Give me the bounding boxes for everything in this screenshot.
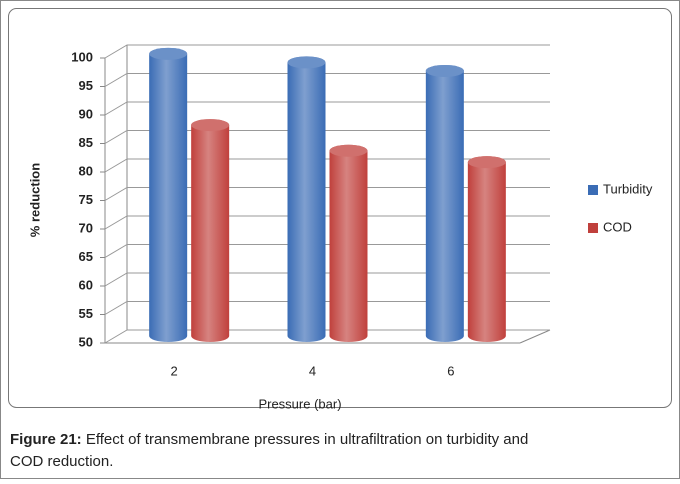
y-tick-label: 95 — [79, 78, 93, 93]
bar — [467, 156, 506, 342]
x-tick-label: 2 — [171, 363, 178, 378]
caption: Figure 21: Effect of transmembrane press… — [10, 431, 528, 448]
caption-text: Effect of transmembrane pressures in ult… — [86, 431, 528, 448]
y-tick-label: 100 — [71, 49, 93, 64]
grid-line — [104, 272, 550, 287]
legend-label: Turbidity — [603, 181, 653, 196]
y-tick-label: 80 — [79, 163, 93, 178]
grid-line — [104, 158, 550, 173]
x-tick-label: 4 — [309, 363, 316, 378]
grid-line — [104, 73, 550, 87]
bar-top — [149, 47, 188, 60]
grid-line — [104, 301, 550, 315]
y-tick-label: 65 — [79, 249, 93, 264]
grid-line — [104, 44, 550, 59]
bar — [149, 47, 188, 342]
y-axis-label: % reduction — [27, 163, 42, 237]
bar — [191, 119, 230, 342]
bar-top — [467, 156, 506, 169]
y-tick-label: 55 — [79, 306, 93, 321]
caption-text: COD reduction. — [10, 453, 113, 470]
grid-line — [104, 130, 550, 144]
bar — [329, 144, 368, 342]
caption-label: Figure 21: — [10, 431, 82, 448]
bar-top — [191, 119, 230, 132]
y-tick-label: 70 — [79, 220, 93, 235]
chart-frame — [8, 8, 672, 408]
bar — [425, 64, 464, 342]
grid-line — [104, 244, 550, 258]
axis-line — [519, 329, 551, 344]
legend-swatch — [588, 223, 598, 233]
bar-top — [425, 64, 464, 77]
y-tick-label: 50 — [79, 334, 93, 349]
y-tick-label: 90 — [79, 106, 93, 121]
x-tick-label: 6 — [447, 363, 454, 378]
y-tick-label: 75 — [79, 192, 93, 207]
bar — [287, 56, 326, 342]
grid-line — [104, 215, 550, 230]
bar-top — [329, 144, 368, 157]
y-tick-label: 60 — [79, 277, 93, 292]
y-tick-label: 85 — [79, 135, 93, 150]
bar-top — [287, 56, 326, 69]
legend-label: COD — [603, 219, 632, 234]
grid-line — [104, 329, 550, 344]
x-axis-label: Pressure (bar) — [258, 396, 341, 411]
legend-swatch — [588, 185, 598, 195]
grid-line — [104, 101, 550, 116]
grid-line — [104, 187, 550, 201]
